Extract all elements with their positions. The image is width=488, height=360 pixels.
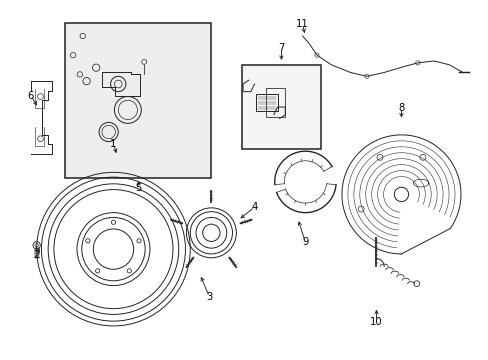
- Text: 9: 9: [302, 237, 308, 247]
- Text: 2: 2: [33, 250, 40, 260]
- Text: 11: 11: [296, 19, 308, 30]
- Bar: [242, 65, 320, 149]
- Text: 1: 1: [110, 139, 117, 149]
- Bar: [265, 88, 285, 117]
- Bar: [256, 94, 277, 111]
- Bar: [65, 23, 211, 178]
- Text: 4: 4: [251, 202, 257, 212]
- Text: 10: 10: [369, 317, 382, 327]
- Text: 7: 7: [278, 42, 284, 53]
- Text: 3: 3: [206, 292, 212, 302]
- Text: 6: 6: [28, 90, 34, 100]
- Text: 5: 5: [135, 183, 142, 193]
- Text: 8: 8: [398, 103, 404, 113]
